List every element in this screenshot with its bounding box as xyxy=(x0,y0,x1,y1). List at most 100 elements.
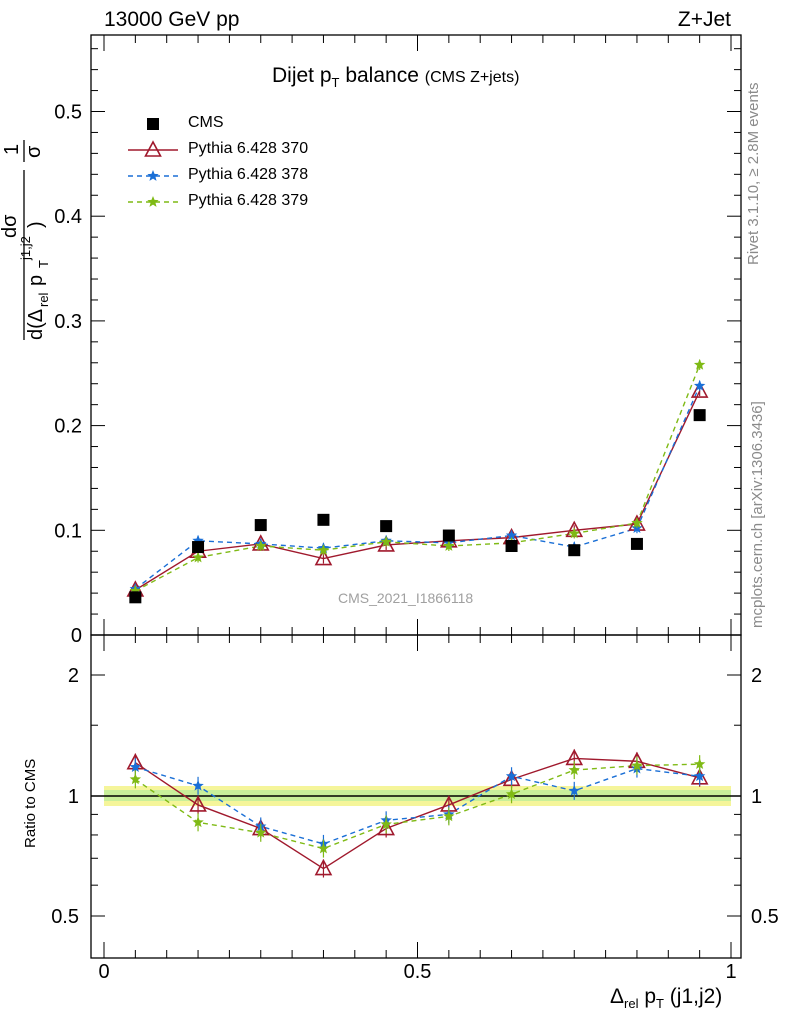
main-point-cms xyxy=(192,541,205,554)
main-point-379 xyxy=(255,540,267,551)
ratio-point-379 xyxy=(255,826,267,838)
main-point-370 xyxy=(377,535,395,552)
main-point-cms xyxy=(442,529,455,542)
main-y-tick-label: 0.1 xyxy=(54,520,82,542)
legend-label-378: Pythia 6.428 378 xyxy=(188,166,309,183)
ratio-point-379 xyxy=(693,758,706,770)
ratio-point-370 xyxy=(377,818,395,836)
main-point-378 xyxy=(192,534,204,546)
main-point-cms xyxy=(505,540,518,553)
ratio-point-379 xyxy=(568,764,580,775)
title-note: (CMS Z+jets) xyxy=(424,69,520,86)
plot-title: Dijet pT balance (CMS Z+jets) xyxy=(272,64,519,90)
main-point-370 xyxy=(690,381,709,398)
y-label-one: 1 xyxy=(1,144,23,155)
x-axis-label: Δrel pT (j1,j2) xyxy=(610,985,722,1011)
rivet-version-text: Rivet 3.1.10, ≥ 2.8M events xyxy=(745,82,762,266)
title-main: Dijet p xyxy=(272,64,332,87)
legend-label-cms: CMS xyxy=(188,114,224,131)
main-point-379 xyxy=(693,358,706,370)
main-series-line-2 xyxy=(134,385,701,590)
legend-label-370: Pythia 6.428 370 xyxy=(188,140,309,157)
main-point-378 xyxy=(505,529,518,541)
ratio-point-379 xyxy=(380,818,392,830)
main-point-cms xyxy=(129,591,142,604)
main-point-cms xyxy=(630,537,643,550)
y-label-sub-rel: rel xyxy=(36,292,51,307)
main-point-370 xyxy=(314,548,333,566)
ratio-point-378 xyxy=(568,784,580,796)
ratio-series-line-3 xyxy=(134,763,700,850)
y-label-close: ) xyxy=(25,221,47,228)
main-y-tick-label: 0 xyxy=(71,625,82,647)
title-main-tail: balance xyxy=(339,64,419,87)
ratio-point-379 xyxy=(317,842,330,854)
x-tick-label: 0.5 xyxy=(404,961,432,983)
main-y-tick-label: 0.5 xyxy=(54,102,82,124)
x-tick-label: 1 xyxy=(725,961,736,983)
ratio-point-379 xyxy=(129,773,142,785)
ratio-series-line-1 xyxy=(134,757,700,870)
ratio-y-tick-label: 2 xyxy=(68,665,79,687)
mcplots-credit-text: mcplots.cern.ch [arXiv:1306.3436] xyxy=(749,401,766,628)
ratio-point-379 xyxy=(192,816,204,828)
main-point-cms xyxy=(568,544,581,557)
x-axis-label-tail: (j1,j2) xyxy=(663,985,723,1008)
y-label-dsigma: dσ xyxy=(0,214,21,238)
y-label-sub-t: T xyxy=(36,260,51,268)
ratio-point-378 xyxy=(129,761,142,772)
ratio-point-379 xyxy=(631,759,643,771)
ratio-y-tick-label-right: 2 xyxy=(751,665,762,687)
legend-marker-379 xyxy=(147,196,159,207)
x-axis-label-delta: Δ xyxy=(610,985,625,1008)
main-point-379 xyxy=(129,585,142,596)
ratio-point-379 xyxy=(505,788,518,800)
ratio-point-370 xyxy=(314,858,333,876)
analysis-watermark: CMS_2021_I1866118 xyxy=(338,590,474,606)
legend-marker-378 xyxy=(147,170,159,181)
main-point-379 xyxy=(631,516,643,528)
ratio-point-378 xyxy=(192,779,204,791)
x-axis-label-p: p xyxy=(638,985,656,1008)
main-point-cms xyxy=(380,520,393,533)
main-point-379 xyxy=(380,535,392,547)
main-point-378 xyxy=(693,379,706,391)
legend-label-379: Pythia 6.428 379 xyxy=(188,192,309,209)
main-y-tick-label: 0.3 xyxy=(54,311,82,333)
ratio-y-axis-label: Ratio to CMS xyxy=(22,758,39,848)
ratio-point-370 xyxy=(189,795,207,812)
header-right: Z+Jet xyxy=(677,8,731,31)
main-y-tick-label: 0.4 xyxy=(54,206,82,228)
ratio-series-line-2 xyxy=(135,766,700,845)
main-y-tick-label: 0.2 xyxy=(54,416,82,438)
main-point-cms xyxy=(693,409,706,422)
y-label-p: p xyxy=(25,275,47,286)
y-label-sup-j: j1,j2 xyxy=(18,236,33,261)
ratio-point-378 xyxy=(505,770,518,782)
ratio-y-tick-label-right: 0.5 xyxy=(751,906,779,928)
main-point-cms xyxy=(317,513,330,526)
main-point-379 xyxy=(317,544,330,556)
ratio-point-378 xyxy=(693,770,706,782)
header-left: 13000 GeV pp xyxy=(104,8,240,31)
ratio-y-tick-label: 1 xyxy=(68,786,79,808)
y-label-sigma: σ xyxy=(23,145,45,158)
ratio-y-tick-label-right: 1 xyxy=(751,786,762,808)
main-series-line-3 xyxy=(135,364,701,592)
y-label-d-delta: d(Δ xyxy=(25,309,47,340)
main-point-379 xyxy=(443,540,455,551)
x-axis-label-sub-rel: rel xyxy=(624,996,639,1012)
main-series-line-1 xyxy=(134,390,701,591)
ratio-point-379 xyxy=(443,810,455,822)
main-point-cms xyxy=(254,519,267,532)
x-tick-label: 0 xyxy=(98,961,109,983)
x-axis-label-sub-t: T xyxy=(656,996,664,1012)
main-point-379 xyxy=(568,527,580,539)
main-point-379 xyxy=(192,551,204,563)
legend-marker-370 xyxy=(144,140,162,157)
legend-marker-cms xyxy=(147,118,159,130)
ratio-y-tick-label: 0.5 xyxy=(51,906,79,928)
title-main-sub: T xyxy=(331,75,340,91)
